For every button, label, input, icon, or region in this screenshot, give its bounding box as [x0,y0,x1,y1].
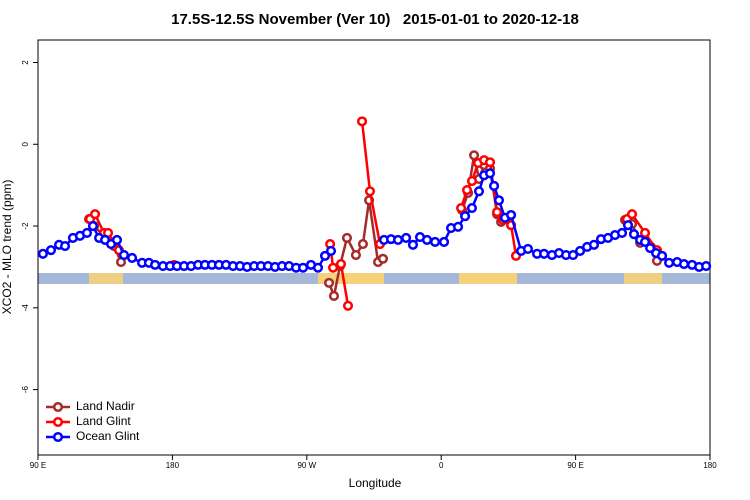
x-tick-label: 90 E [30,461,46,470]
data-point [150,259,161,270]
y-tick-label: -2 [21,222,30,230]
data-point [335,259,347,270]
x-tick-label: 90 E [567,461,583,470]
data-point [392,234,404,245]
data-point [59,241,71,252]
data-point [111,234,123,245]
x-tick-label: 180 [703,461,717,470]
legend-label: Ocean Glint [76,429,140,443]
data-point [622,220,634,231]
data-point [645,243,656,254]
data-point [127,252,138,263]
data-point [319,250,331,261]
data-point [466,176,478,187]
plot-frame [37,39,711,456]
data-point [328,262,339,273]
legend-label: Land Nadir [76,399,135,413]
data-point [377,253,389,264]
data-point [328,290,340,302]
data-point [364,186,376,197]
data-point [522,243,534,254]
data-point [484,157,496,168]
data-point [701,261,712,272]
data-point [657,250,668,261]
data-point [568,250,579,261]
data-point [401,232,412,243]
data-point [341,232,353,243]
data-point [89,209,101,220]
data-point [489,180,500,192]
data-point [493,195,505,206]
x-tick-label: 90 W [297,461,316,470]
data-point [460,211,471,222]
data-point [616,227,628,239]
data-point [118,250,130,261]
data-point [325,245,337,257]
data-point [466,202,478,214]
data-point [678,259,690,270]
data-point [350,250,361,261]
data-point [461,185,473,196]
data-point [456,202,467,214]
data-point [342,300,354,311]
data-point [357,238,368,250]
land-strip [318,273,384,284]
data-point [628,229,640,240]
data-point [357,116,368,127]
data-point [37,248,48,259]
data-point [87,220,99,232]
legend-marker [52,416,64,428]
data-point [298,262,309,273]
data-point [453,221,464,232]
data-point [639,236,651,248]
data-point [539,248,550,259]
y-tick-label: 2 [21,60,30,65]
data-point [492,207,503,218]
data-point [430,236,441,248]
y-tick-label: -4 [21,304,30,312]
y-axis-label: XCO2 - MLO trend (ppm) [0,180,14,315]
data-point [664,257,675,268]
legend-marker [52,431,64,443]
land-strip [89,273,123,284]
data-point [45,245,57,256]
data-point [484,168,496,179]
x-axis-label: Longitude [349,476,402,490]
land-strip [624,273,662,284]
legend-label: Land Glint [76,414,131,428]
data-point [639,227,651,239]
data-point [506,209,517,221]
data-point [312,262,324,273]
data-point [469,150,480,161]
y-tick-label: -6 [21,385,30,393]
y-tick-label: 0 [21,141,30,146]
data-point [473,186,485,197]
chart-title: 17.5S-12.5S November (Ver 10) 2015-01-01… [171,11,579,28]
data-point [324,277,335,288]
x-tick-label: 0 [439,461,444,470]
data-point [407,239,419,250]
data-point [588,239,600,250]
legend-marker [52,401,64,413]
surface-strip [38,273,710,284]
data-point [626,209,638,220]
data-point [421,234,433,245]
x-tick-label: 180 [166,461,180,470]
data-point [438,236,450,248]
data-point [81,227,93,239]
data-point [575,245,586,257]
land-strip [459,273,517,284]
